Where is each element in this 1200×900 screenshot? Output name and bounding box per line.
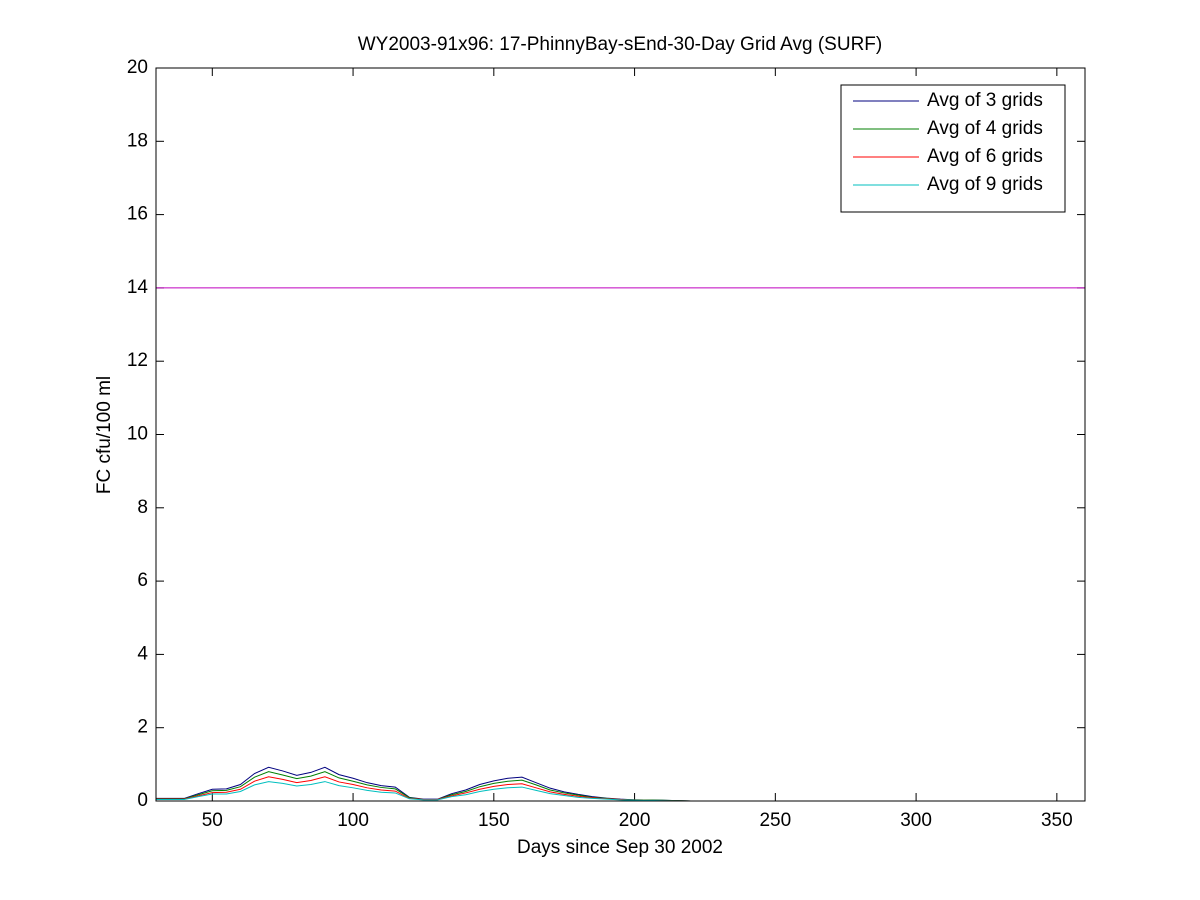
legend-label: Avg of 9 grids	[927, 174, 1043, 195]
y-tick-label: 4	[137, 643, 148, 664]
y-tick-label: 2	[137, 717, 148, 738]
y-tick-label: 10	[127, 424, 148, 445]
x-tick-label: 50	[202, 810, 223, 831]
legend-label: Avg of 4 grids	[927, 118, 1043, 139]
y-tick-label: 6	[137, 570, 148, 591]
legend-label: Avg of 6 grids	[927, 146, 1043, 167]
x-tick-label: 200	[619, 810, 651, 831]
x-tick-label: 150	[478, 810, 510, 831]
y-tick-label: 20	[127, 57, 148, 78]
plot-frame	[155, 67, 1086, 802]
y-tick-label: 12	[127, 350, 148, 371]
x-tick-label: 300	[900, 810, 932, 831]
x-tick-label: 350	[1041, 810, 1073, 831]
legend-box	[840, 84, 1066, 213]
y-tick-label: 16	[127, 204, 148, 225]
x-tick-label: 250	[759, 810, 791, 831]
y-tick-label: 14	[127, 277, 149, 298]
chart-title: WY2003-91x96: 17-PhinnyBay-sEnd-30-Day G…	[358, 34, 883, 55]
x-axis-label: Days since Sep 30 2002	[517, 837, 723, 858]
y-axis-label: FC cfu/100 ml	[94, 376, 115, 494]
series-line	[156, 781, 1015, 802]
y-tick-label: 0	[137, 790, 148, 811]
y-tick-label: 18	[127, 130, 148, 151]
y-tick-label: 8	[137, 497, 148, 518]
x-tick-label: 100	[337, 810, 369, 831]
legend-label: Avg of 3 grids	[927, 90, 1043, 111]
